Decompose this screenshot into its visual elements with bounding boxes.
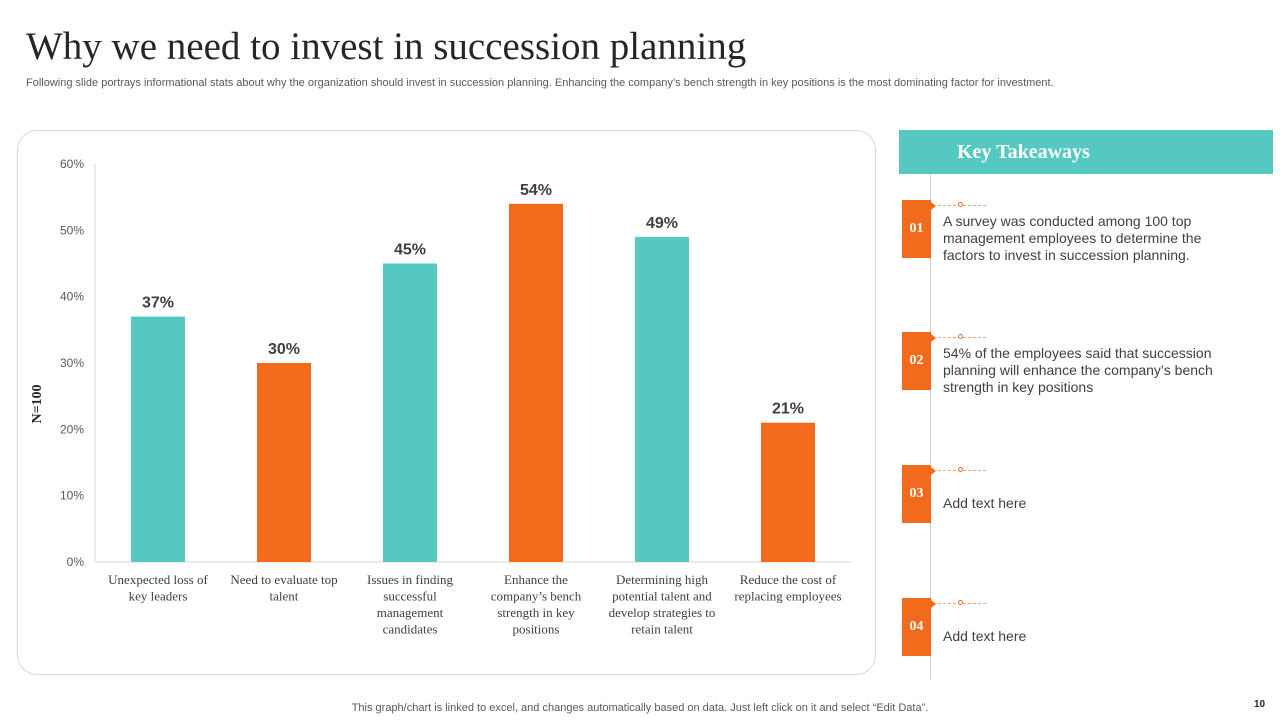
x-tick-label-line: Enhance the [504,572,568,587]
x-tick-label: Determining high potential talent and deve… [609,572,716,637]
x-tick-label-line: positions [513,622,560,637]
x-tick-label-line: candidates [383,622,438,637]
bar-3 [383,263,437,562]
x-tick-label-line: Issues in finding [367,572,453,587]
y-tick-label: 10% [60,489,84,503]
data-label: 49% [646,215,678,232]
x-tick-label: Issues in finding successful management can… [367,572,453,637]
bar-2 [257,363,311,562]
takeaway-item: 04 Add text here [902,598,1272,658]
takeaway-text: A survey was conducted among 100 top man… [943,213,1202,263]
takeaway-item: 03 Add text here [902,465,1272,525]
key-takeaways-title: Key Takeaways [957,141,1090,163]
x-tick-label: Need to evaluate top talent [230,572,337,604]
takeaway-number-badge: 04 [902,598,931,656]
takeaway-number-badge: 01 [902,200,931,258]
x-tick-label-line: Need to evaluate top [230,572,337,587]
footer-note: This graph/chart is linked to excel, and… [351,702,929,714]
x-tick-label-line: company’s bench [491,589,582,604]
page-title: Why we need to invest in succession plan… [26,25,747,68]
takeaway-text: Add text here [943,628,1027,644]
x-tick-label: Unexpected loss of key leaders [108,572,208,604]
x-tick-label-line: key leaders [129,589,188,604]
x-tick-label-line: retain talent [631,622,693,637]
x-tick-label-line: Unexpected loss of [108,572,208,587]
takeaway-text: Add text here [943,495,1027,511]
bar-4 [509,203,563,563]
y-tick-label: 40% [60,290,84,304]
pointer-arrow-icon [931,467,936,475]
y-axis-title: N=100 [30,384,45,423]
x-tick-label: Enhance the company’s bench strength in ke… [491,572,582,637]
y-tick-label: 20% [60,422,84,436]
page-number: 10 [1254,699,1266,710]
bar-chart[interactable]: 0% 10% 20% 30% 40% 50% 60% N=100 37% Unexpected l… [18,131,877,676]
takeaway-number-badge: 02 [902,332,931,390]
takeaway-item: 02 54% of the employees said that succes… [902,332,1272,395]
x-tick-label-line: replacing employees [734,589,841,604]
pointer-arrow-icon [931,202,936,210]
pointer-arrow-icon [931,600,936,608]
chart-panel[interactable]: 0% 10% 20% 30% 40% 50% 60% N=100 37% Unexpected l… [17,130,876,675]
y-tick-label: 50% [60,223,84,237]
data-label: 30% [268,341,300,358]
x-tick-label-line: Reduce the cost of [740,572,837,587]
takeaway-text: 54% of the employees said that successio… [943,345,1213,395]
bar-1 [131,316,185,562]
data-label: 21% [772,401,804,418]
x-tick-label: Reduce the cost of replacing employees [734,572,841,604]
x-tick-label-line: Determining high [616,572,709,587]
x-tick-label-line: strength in key [497,605,575,620]
bar-5 [635,236,689,562]
connector-dot-icon [958,334,963,339]
connector-dot-icon [958,202,963,207]
key-takeaways-header: Key Takeaways [899,130,1273,174]
connector-dot-icon [958,600,963,605]
data-label: 54% [520,182,552,199]
bar-6 [761,422,815,562]
timeline-line [930,174,931,679]
x-tick-label-line: potential talent and [612,589,712,604]
x-tick-label-line: talent [270,589,299,604]
x-tick-label-line: develop strategies to [609,605,716,620]
takeaway-number-badge: 03 [902,465,931,523]
data-label: 37% [142,295,174,312]
x-tick-label-line: successful [383,589,437,604]
y-tick-label: 0% [67,555,85,569]
y-tick-label: 60% [60,157,84,171]
pointer-arrow-icon [931,334,936,342]
page-subtitle: Following slide portrays informational s… [26,77,1054,89]
x-tick-label-line: management [377,605,444,620]
connector-dot-icon [958,467,963,472]
takeaway-item: 01 A survey was conducted among 100 top … [902,200,1272,263]
data-label: 45% [394,242,426,259]
y-tick-label: 30% [60,356,84,370]
